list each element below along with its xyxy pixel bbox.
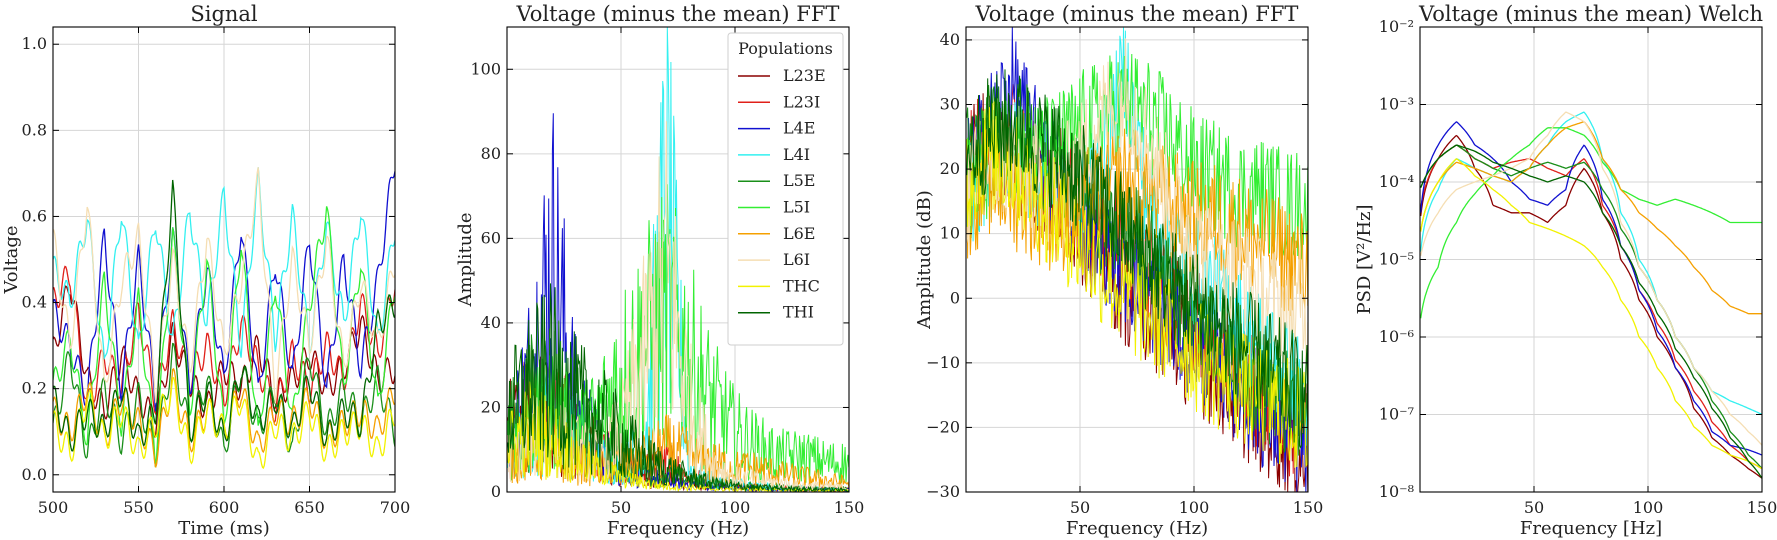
x-axis-label: Time (ms)	[178, 518, 270, 539]
x-tick-label: 100	[1633, 498, 1664, 517]
x-tick-label: 50	[611, 498, 631, 517]
series-line-L4E	[1420, 121, 1762, 456]
x-tick-label: 500	[38, 498, 69, 517]
x-tick-label: 100	[720, 498, 751, 517]
series-line-THI	[966, 69, 1308, 449]
x-tick-label: 700	[380, 498, 411, 517]
y-axis-label: PSD [V²/Hz]	[1354, 204, 1375, 314]
legend: Populations L23E L23I L4E L4I L5E L5I L6E L6I THC…	[727, 32, 844, 346]
x-tick-label: 150	[1293, 498, 1324, 517]
legend-box	[727, 32, 844, 346]
y-tick-label: 10⁻⁷	[1379, 405, 1414, 424]
series-group	[1420, 111, 1762, 479]
y-tick-label: 0.0	[22, 465, 47, 484]
legend-title: Populations	[738, 39, 833, 58]
chart-title: Voltage (minus the mean) Welch	[1418, 2, 1763, 26]
chart-4: 50 100 150 10⁻⁸ 10⁻⁷ 10⁻⁶ 10⁻⁵ 10⁻⁴ 10⁻³ 10⁻²Volt…	[1354, 2, 1777, 539]
y-tick-label: 10⁻³	[1379, 95, 1414, 114]
x-tick-label: 600	[209, 498, 240, 517]
series-line-L23E	[1420, 134, 1762, 479]
y-tick-label: −30	[926, 482, 960, 501]
series-line-L6E	[1420, 121, 1762, 315]
y-tick-label: 10⁻⁸	[1379, 482, 1414, 501]
y-tick-label: 60	[481, 228, 501, 247]
x-axis-label: Frequency [Hz]	[1520, 518, 1662, 539]
series-line-THI	[507, 283, 849, 492]
y-tick-label: 10	[940, 224, 960, 243]
series-line-L23E	[53, 285, 395, 438]
y-tick-label: −10	[926, 353, 960, 372]
series-group	[507, 27, 849, 492]
y-tick-label: 40	[481, 313, 501, 332]
series-line-THC	[53, 376, 395, 470]
y-tick-label: 0.4	[22, 293, 47, 312]
legend-label: THI	[783, 303, 814, 322]
chart-title: Voltage (minus the mean) FFT	[516, 2, 840, 26]
y-tick-label: 1.0	[22, 34, 47, 53]
x-tick-label: 50	[1070, 498, 1090, 517]
x-tick-label: 150	[834, 498, 865, 517]
y-tick-label: 100	[470, 59, 501, 78]
series-line-THC	[1420, 158, 1762, 470]
legend-label: L5E	[783, 171, 815, 190]
y-axis-label: Voltage	[1, 225, 22, 294]
series-line-L6E	[966, 124, 1308, 317]
y-tick-label: 10⁻⁵	[1379, 250, 1414, 269]
x-tick-label: 150	[1747, 498, 1777, 517]
series-line-L23I	[1420, 144, 1762, 470]
y-axis-label: Amplitude (dB)	[914, 190, 935, 330]
chart-2: 50 100 150 0 20 40 60 80 100 Voltage (minus the m…	[455, 2, 864, 539]
series-line-L5I	[1420, 127, 1762, 319]
y-tick-label: 0.8	[22, 120, 47, 139]
series-group	[53, 167, 395, 470]
plot-frame	[506, 26, 850, 493]
y-tick-label: 0.6	[22, 206, 47, 225]
series-line-L6I	[1420, 111, 1762, 446]
y-tick-label: 10⁻²	[1379, 17, 1414, 36]
series-group	[966, 27, 1308, 492]
x-tick-label: 100	[1179, 498, 1210, 517]
legend-label: THC	[783, 276, 820, 295]
series-line-THC	[966, 101, 1308, 469]
legend-label: L5I	[783, 198, 810, 217]
series-line-L5I	[507, 184, 849, 485]
legend-label: L6I	[783, 250, 810, 269]
legend-label: L4E	[783, 119, 815, 138]
y-tick-label: 0	[950, 288, 960, 307]
y-tick-label: 30	[940, 95, 960, 114]
y-tick-label: 0	[491, 482, 501, 501]
series-line-THC	[507, 381, 849, 492]
y-tick-label: 80	[481, 144, 501, 163]
series-line-L4E	[53, 171, 395, 412]
y-tick-label: 10⁻⁴	[1379, 172, 1414, 191]
chart-3: 50 100 150 −30 −20 −10 0 10 20 30 40 Voltage (minus…	[914, 2, 1323, 539]
legend-label: L4I	[783, 145, 810, 164]
series-line-L4I	[53, 167, 395, 361]
y-tick-label: 10⁻⁶	[1379, 327, 1414, 346]
y-tick-label: 20	[481, 397, 501, 416]
x-tick-label: 550	[123, 498, 154, 517]
legend-label: L23I	[783, 92, 820, 111]
plot-frame	[965, 26, 1309, 493]
x-tick-label: 50	[1524, 498, 1544, 517]
y-axis-label: Amplitude	[455, 212, 476, 307]
y-tick-label: 20	[940, 159, 960, 178]
chart-1: 500 550 600 650 700 0.0 0.2 0.4 0.6 0.8 1.0 Signal T…	[1, 2, 410, 539]
legend-label: L23E	[783, 66, 826, 85]
chart-title: Voltage (minus the mean) FFT	[975, 2, 1299, 26]
y-tick-label: −20	[926, 417, 960, 436]
series-line-L5E	[53, 342, 395, 468]
legend-label: L6E	[783, 224, 815, 243]
series-line-L5E	[1420, 144, 1762, 469]
series-line-L6I	[53, 167, 395, 404]
x-axis-label: Frequency (Hz)	[607, 518, 749, 539]
y-tick-label: 40	[940, 30, 960, 49]
y-tick-label: 0.2	[22, 379, 47, 398]
series-line-THI	[53, 179, 395, 452]
series-line-THI	[1420, 144, 1762, 479]
x-axis-label: Frequency (Hz)	[1066, 518, 1208, 539]
x-tick-label: 650	[294, 498, 325, 517]
chart-title: Signal	[190, 2, 258, 26]
